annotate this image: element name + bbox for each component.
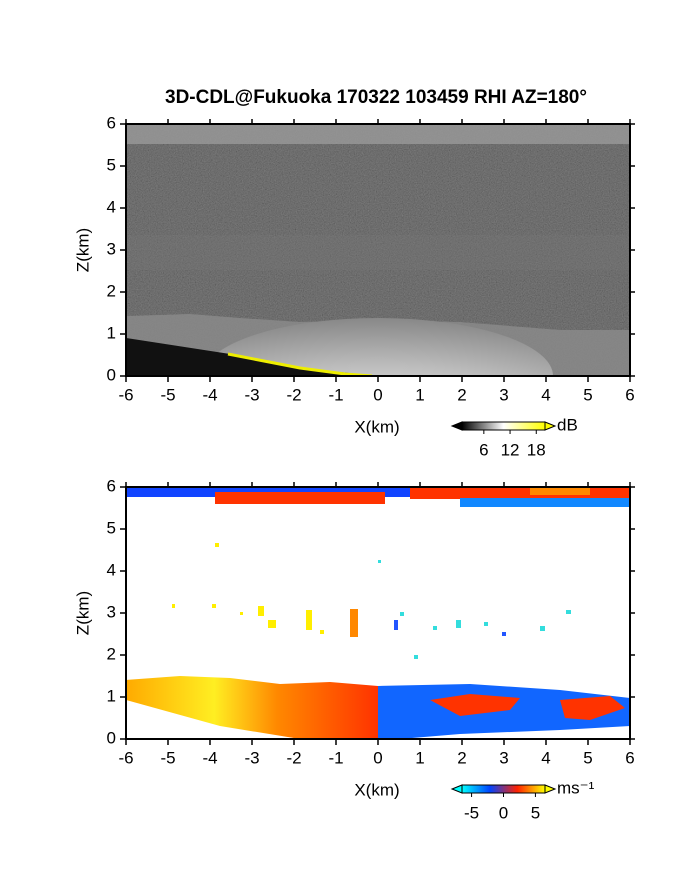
axes-layer: 3D-CDL@Fukuoka 170322 103459 RHI AZ=180°… — [73, 87, 635, 822]
colorbar-high-arrow — [544, 784, 557, 794]
colorbar-tick-label: 12 — [501, 440, 520, 459]
y-tick-label: 3 — [107, 602, 116, 621]
x-tick-label: -3 — [244, 748, 259, 767]
y-tick-label: 5 — [107, 155, 116, 174]
chart-title: 3D-CDL@Fukuoka 170322 103459 RHI AZ=180° — [165, 87, 587, 108]
x-tick-label: 2 — [457, 385, 466, 404]
colorbar-tick-label: 5 — [531, 803, 540, 822]
x-tick-label: 3 — [499, 748, 508, 767]
colorbar-low-arrow — [450, 784, 463, 794]
colorbar-tick-label: -5 — [464, 803, 479, 822]
x-tick-label: 5 — [583, 385, 592, 404]
x-tick-label: 6 — [625, 748, 634, 767]
x-tick-label: -5 — [160, 385, 175, 404]
x-tick-label: 0 — [373, 748, 382, 767]
x-tick-label: -4 — [202, 385, 217, 404]
y-tick-label: 6 — [107, 113, 116, 132]
colorbar-unit: dB — [557, 415, 578, 434]
y-tick-label: 1 — [107, 686, 116, 705]
y-tick-label: 2 — [107, 281, 116, 300]
x-tick-label: -1 — [328, 748, 343, 767]
x-tick-label: -6 — [118, 385, 133, 404]
colorbar-low-arrow — [450, 421, 463, 431]
x-tick-label: 6 — [625, 385, 634, 404]
x-tick-label: 0 — [373, 385, 382, 404]
colorbar — [461, 421, 546, 431]
y-tick-label: 0 — [107, 365, 116, 384]
x-tick-label: -1 — [328, 385, 343, 404]
x-tick-label: -3 — [244, 385, 259, 404]
y-axis-label: Z(km) — [73, 591, 92, 635]
y-tick-label: 4 — [107, 560, 116, 579]
x-tick-label: 2 — [457, 748, 466, 767]
colorbar — [461, 784, 546, 794]
colorbar-tick-label: 18 — [527, 440, 546, 459]
y-tick-label: 0 — [107, 728, 116, 747]
x-tick-label: 5 — [583, 748, 592, 767]
y-tick-label: 1 — [107, 323, 116, 342]
y-tick-label: 2 — [107, 644, 116, 663]
y-tick-label: 4 — [107, 197, 116, 216]
y-tick-label: 6 — [107, 476, 116, 495]
colorbar-tick-label: 6 — [479, 440, 488, 459]
colorbar-unit: ms⁻¹ — [557, 778, 595, 797]
x-tick-label: 1 — [415, 385, 424, 404]
x-tick-label: -2 — [286, 385, 301, 404]
y-axis-label: Z(km) — [73, 228, 92, 272]
x-tick-label: 4 — [541, 385, 550, 404]
x-axis-label: X(km) — [354, 417, 399, 436]
velocity-field — [126, 487, 630, 739]
x-tick-label: 1 — [415, 748, 424, 767]
x-tick-label: -2 — [286, 748, 301, 767]
x-axis-label: X(km) — [354, 780, 399, 799]
x-tick-label: 3 — [499, 385, 508, 404]
y-tick-label: 3 — [107, 239, 116, 258]
y-tick-label: 5 — [107, 518, 116, 537]
colorbar-tick-label: 0 — [499, 803, 508, 822]
x-tick-label: 4 — [541, 748, 550, 767]
x-tick-label: -6 — [118, 748, 133, 767]
reflectivity-field — [126, 124, 630, 376]
x-tick-label: -5 — [160, 748, 175, 767]
colorbar-high-arrow — [544, 421, 557, 431]
x-tick-label: -4 — [202, 748, 217, 767]
